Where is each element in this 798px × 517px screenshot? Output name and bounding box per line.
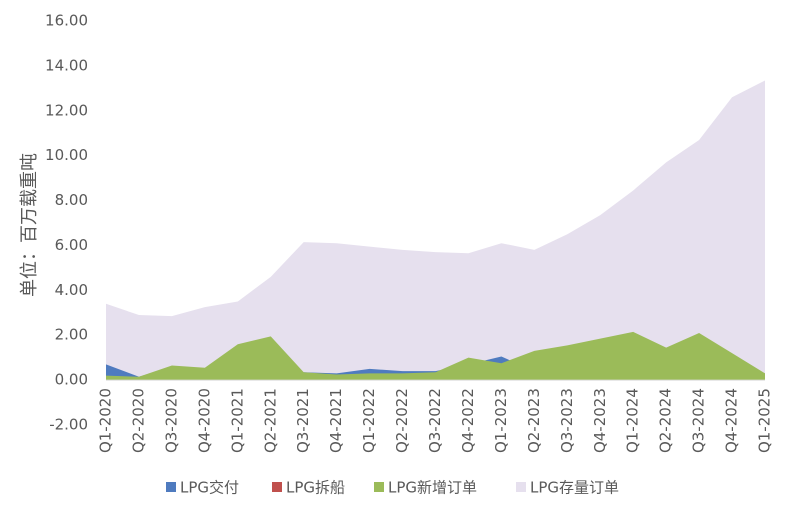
y-axis-title: 单位：百万载重吨 xyxy=(19,153,40,297)
x-tick-label: Q2-2024 xyxy=(657,388,675,453)
x-tick-label: Q3-2022 xyxy=(426,388,444,453)
x-tick-label: Q4-2021 xyxy=(327,388,345,453)
legend-swatch xyxy=(374,482,384,492)
y-tick-label: 12.00 xyxy=(45,101,88,119)
y-tick-label: 0.00 xyxy=(55,371,88,389)
y-tick-label: -2.00 xyxy=(49,416,88,434)
legend-label: LPG新增订单 xyxy=(388,479,477,497)
x-tick-label: Q3-2024 xyxy=(690,388,708,453)
x-tick-label: Q4-2023 xyxy=(591,388,609,453)
x-tick-label: Q2-2023 xyxy=(525,388,543,453)
y-tick-label: 14.00 xyxy=(45,56,88,74)
x-tick-label: Q1-2021 xyxy=(228,388,246,453)
x-tick-label: Q1-2024 xyxy=(624,388,642,453)
y-tick-label: 16.00 xyxy=(45,12,88,30)
x-tick-label: Q4-2020 xyxy=(195,388,213,453)
legend-swatch xyxy=(166,482,176,492)
legend-label: LPG交付 xyxy=(180,479,239,497)
legend-swatch xyxy=(272,482,282,492)
x-tick-label: Q2-2020 xyxy=(129,388,147,453)
area xyxy=(106,331,765,381)
area xyxy=(106,80,765,381)
x-tick-label: Q4-2022 xyxy=(459,388,477,453)
x-tick-label: Q2-2022 xyxy=(393,388,411,453)
y-tick-label: 10.00 xyxy=(45,146,88,164)
x-tick-label: Q3-2023 xyxy=(558,388,576,453)
x-tick-label: Q4-2024 xyxy=(723,388,741,453)
x-tick-label: Q3-2020 xyxy=(162,388,180,453)
y-tick-label: 2.00 xyxy=(55,326,88,344)
x-tick-label: Q1-2022 xyxy=(360,388,378,453)
y-tick-label: 6.00 xyxy=(55,236,88,254)
x-tick-label: Q3-2021 xyxy=(294,388,312,453)
x-tick-label: Q1-2025 xyxy=(756,388,774,453)
y-tick-label: 8.00 xyxy=(55,191,88,209)
x-tick-label: Q2-2021 xyxy=(261,388,279,453)
x-tick-label: Q1-2023 xyxy=(492,388,510,453)
legend-swatch xyxy=(516,482,526,492)
y-tick-label: 4.00 xyxy=(55,281,88,299)
x-tick-label: Q1-2020 xyxy=(97,388,115,453)
legend-label: LPG存量订单 xyxy=(530,479,619,497)
legend-label: LPG拆船 xyxy=(286,479,345,497)
